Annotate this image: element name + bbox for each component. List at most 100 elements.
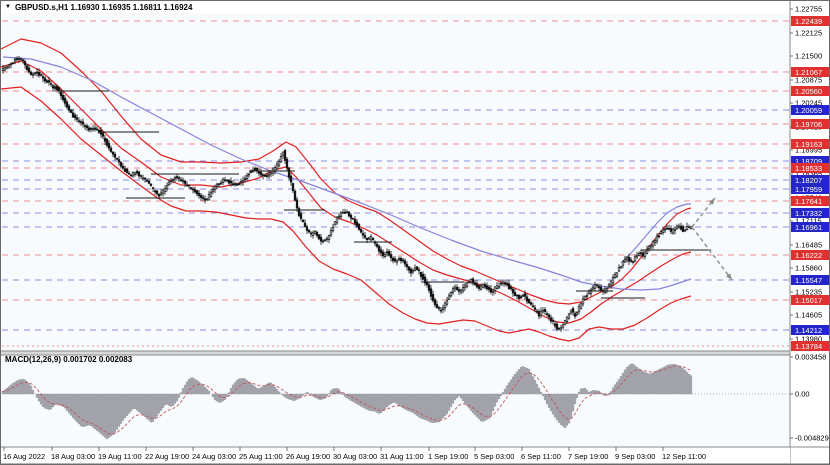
macd-histogram-bar bbox=[433, 393, 437, 423]
candle-body bbox=[557, 327, 561, 330]
candle-body bbox=[65, 101, 69, 108]
macd-histogram-bar bbox=[125, 393, 129, 416]
macd-histogram-bar bbox=[497, 393, 501, 400]
candle-body bbox=[625, 256, 629, 260]
candle-body bbox=[485, 285, 489, 290]
candle-body bbox=[281, 151, 285, 156]
candle-body bbox=[141, 177, 145, 180]
candle-body bbox=[447, 295, 451, 300]
candle-body bbox=[415, 266, 419, 270]
candle-body bbox=[577, 306, 581, 313]
macd-histogram-bar bbox=[117, 393, 121, 427]
macd-histogram-bar bbox=[401, 393, 405, 409]
candle-body bbox=[499, 282, 503, 285]
time-axis-bg[interactable] bbox=[1, 447, 790, 463]
price-scale-bg[interactable] bbox=[790, 1, 830, 465]
candle-body bbox=[215, 183, 219, 187]
candle-body bbox=[319, 236, 323, 242]
macd-histogram-bar bbox=[213, 393, 217, 401]
macd-histogram-bar bbox=[297, 393, 301, 399]
macd-histogram-bar bbox=[537, 387, 541, 395]
macd-histogram-bar bbox=[57, 393, 61, 406]
macd-histogram-bar bbox=[181, 388, 185, 395]
candle-body bbox=[631, 261, 635, 263]
macd-histogram-bar bbox=[655, 370, 659, 395]
candle-body bbox=[651, 240, 655, 247]
macd-histogram-bar bbox=[189, 377, 193, 395]
candle-body bbox=[191, 188, 195, 191]
price-scale[interactable]: 1.227551.221251.215001.208751.202451.196… bbox=[789, 1, 830, 465]
candle-body bbox=[597, 286, 601, 289]
candle-body bbox=[221, 178, 225, 183]
candle-body bbox=[357, 223, 361, 230]
candle-body bbox=[365, 237, 369, 241]
candle-body bbox=[617, 267, 621, 272]
candle-body bbox=[419, 271, 423, 277]
candle-body bbox=[433, 299, 437, 306]
candle-body bbox=[283, 150, 287, 161]
time-axis-label: 19 Aug 11:00 bbox=[98, 452, 142, 461]
macd-histogram-bar bbox=[247, 381, 251, 395]
macd-histogram-bar bbox=[575, 393, 579, 399]
level-price-tag-red bbox=[791, 119, 829, 129]
macd-histogram-bar bbox=[459, 393, 463, 399]
candle-body bbox=[547, 314, 551, 318]
macd-histogram-bar bbox=[549, 393, 553, 412]
symbol-dropdown-icon[interactable]: ▼ bbox=[5, 4, 11, 10]
level-lines-group[interactable] bbox=[2, 20, 789, 347]
candle-body bbox=[521, 294, 525, 297]
macd-histogram-bar bbox=[579, 388, 583, 395]
candle-body bbox=[583, 295, 587, 300]
macd-histogram-bar bbox=[393, 393, 397, 403]
candle-body bbox=[679, 225, 683, 230]
pane-splitter[interactable] bbox=[1, 351, 790, 355]
candle-body bbox=[331, 226, 335, 232]
time-axis-label: 5 Sep 03:00 bbox=[474, 452, 514, 461]
price-scale-label: 1.22125 bbox=[795, 29, 822, 38]
macd-histogram-bar bbox=[541, 393, 545, 397]
candle-body bbox=[169, 179, 173, 182]
macd-histogram-bar bbox=[385, 393, 389, 408]
macd-indicator-label: MACD(12,26,9) 0.001702 0.002083 bbox=[5, 355, 133, 364]
level-price-tag-label: 1.18533 bbox=[795, 164, 822, 173]
macd-histogram-bar bbox=[343, 393, 347, 397]
candle-body bbox=[5, 66, 9, 69]
candle-body bbox=[131, 171, 135, 177]
candle-body bbox=[321, 240, 325, 243]
candle-body bbox=[661, 229, 665, 233]
level-price-tag-label: 1.16222 bbox=[795, 251, 822, 260]
macd-histogram-bar bbox=[675, 364, 679, 395]
time-axis[interactable]: 16 Aug 2022 18 Aug 03:00 19 Aug 11:00 22 Au… bbox=[1, 446, 830, 463]
candle-body bbox=[59, 91, 63, 97]
candle-body bbox=[91, 128, 95, 130]
macd-group bbox=[1, 363, 789, 440]
macd-histogram-bar bbox=[275, 389, 279, 395]
candles-group[interactable] bbox=[1, 55, 693, 333]
macd-histogram-bar bbox=[291, 393, 295, 401]
macd-histogram-bar bbox=[115, 393, 119, 430]
candle-body bbox=[179, 179, 183, 181]
macd-histogram-bar bbox=[269, 382, 273, 395]
time-axis-label: 16 Aug 2022 bbox=[3, 452, 45, 461]
candle-body bbox=[591, 286, 595, 290]
macd-histogram-bar bbox=[339, 391, 343, 395]
projection-arrows-group[interactable] bbox=[691, 197, 733, 281]
candle-body bbox=[543, 309, 547, 312]
candle-body bbox=[359, 228, 363, 233]
macd-histogram-bar bbox=[21, 379, 25, 395]
candle-body bbox=[507, 283, 511, 289]
level-price-tag-label: 1.15017 bbox=[795, 296, 822, 305]
macd-histogram-bar bbox=[177, 393, 181, 398]
level-price-tag-label: 1.15547 bbox=[795, 276, 822, 285]
macd-histogram-bar bbox=[105, 393, 109, 440]
macd-histogram-bar bbox=[143, 393, 147, 417]
sr-segments-group[interactable] bbox=[59, 90, 711, 299]
macd-histogram-bar bbox=[685, 371, 689, 395]
macd-histogram-bar bbox=[487, 393, 491, 419]
macd-histogram-bar bbox=[255, 388, 259, 395]
candle-body bbox=[145, 180, 149, 182]
candle-body bbox=[655, 235, 659, 242]
candle-body bbox=[463, 284, 467, 288]
